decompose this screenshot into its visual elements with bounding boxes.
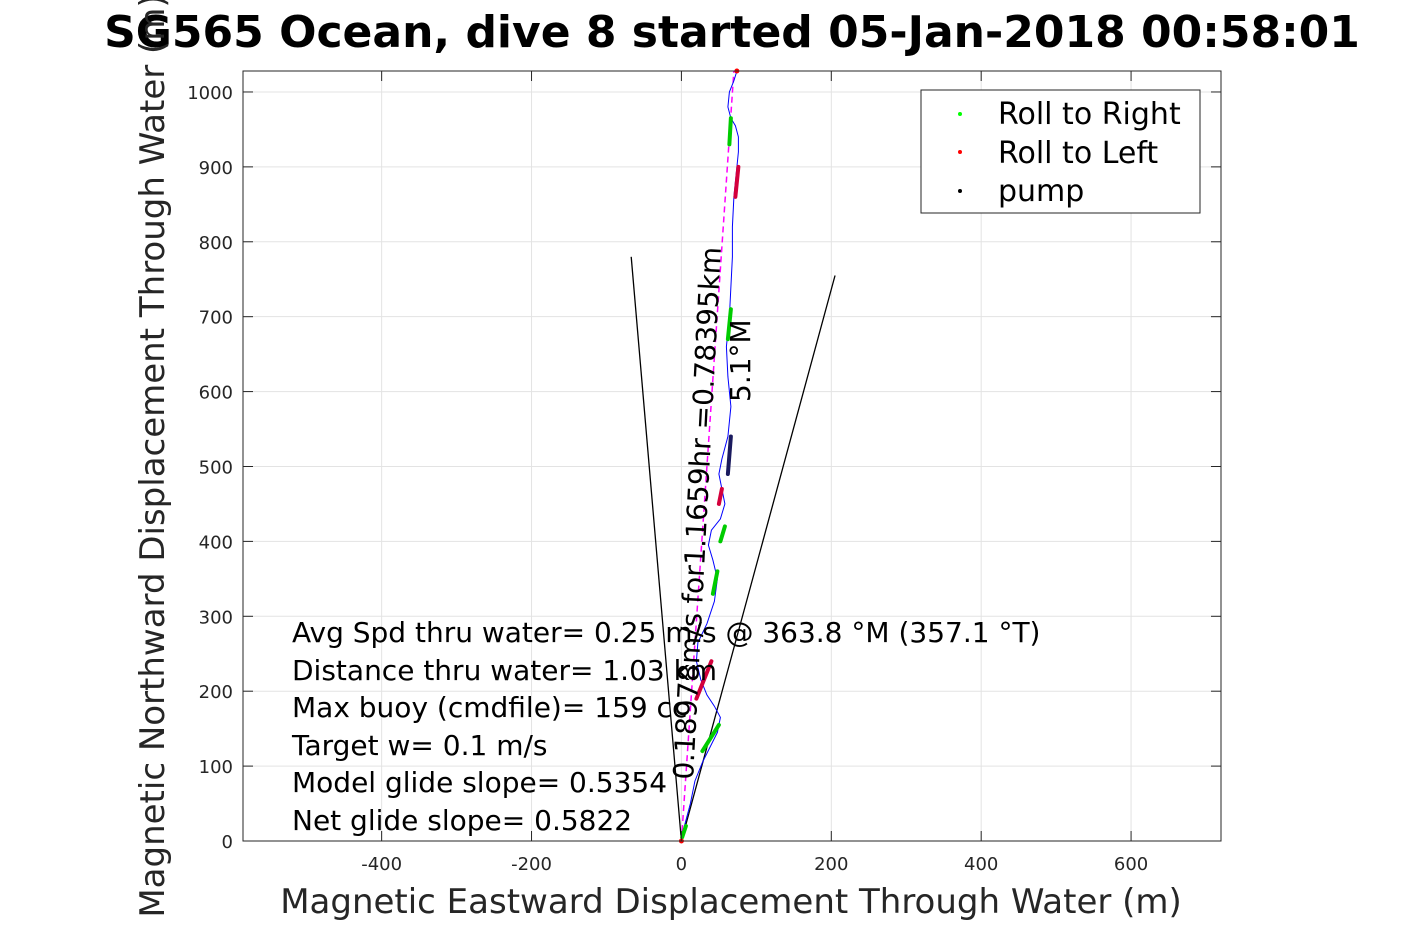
x-tick-label: 400 [964, 854, 998, 875]
legend-marker-roll-right [958, 112, 962, 116]
roll-left-segment [733, 164, 741, 199]
heading-cone-left-line [630, 256, 683, 842]
annotation-distance: Distance thru water= 1.03 km [292, 654, 717, 687]
legend-box [920, 89, 1201, 214]
annotation-avg-speed: Avg Spd thru water= 0.25 m/s @ 363.8 °M … [292, 616, 1040, 649]
legend-label-roll-left: Roll to Left [998, 136, 1158, 171]
y-tick-label: 800 [199, 233, 233, 254]
x-tick-label: 0 [676, 854, 687, 875]
legend: Roll to Right Roll to Left pump [920, 89, 1201, 214]
roll-right-segment [700, 722, 721, 754]
annotation-net-glide-slope: Net glide slope= 0.5822 [292, 804, 632, 837]
roll-left-segment [716, 486, 724, 506]
current-heading-annotation: 5.1°M [724, 319, 757, 402]
y-tick-label: 600 [199, 383, 233, 404]
roll-left-segment [694, 659, 714, 701]
annotation-model-glide-slope: Model glide slope= 0.5354 [292, 766, 667, 799]
x-tick-label: -200 [511, 854, 552, 875]
legend-label-pump: pump [998, 174, 1084, 209]
y-tick-label: 200 [199, 682, 233, 703]
x-tick-label: 600 [1114, 854, 1148, 875]
y-tick-label: 500 [199, 457, 233, 478]
x-tick-label: 200 [814, 854, 848, 875]
y-axis-label: Magnetic Northward Displacement Through … [133, 0, 173, 918]
annotation-block: Avg Spd thru water= 0.25 m/s @ 363.8 °M … [291, 616, 1040, 837]
roll-marker-group [678, 68, 741, 844]
roll-right-segment [710, 569, 720, 596]
legend-marker-roll-left [958, 150, 962, 154]
y-tick-label: 300 [199, 607, 233, 628]
y-tick-label: 700 [199, 308, 233, 329]
roll-right-segment [727, 116, 733, 147]
y-tick-label: 900 [199, 158, 233, 179]
annotation-max-buoy: Max buoy (cmdfile)= 159 cc [292, 691, 687, 724]
desired-track-line [680, 70, 735, 842]
pump-segment [725, 434, 733, 476]
plot-border [242, 70, 1222, 842]
legend-marker-pump [958, 189, 962, 193]
legend-label-roll-right: Roll to Right [998, 97, 1181, 132]
y-tick-label: 0 [222, 832, 233, 853]
roll-right-segment [680, 824, 688, 840]
x-tick-label: -400 [361, 854, 402, 875]
desired-track-group [680, 70, 735, 842]
roll-right-segment [718, 524, 727, 544]
y-tick-label: 100 [199, 757, 233, 778]
x-axis-label: Magnetic Eastward Displacement Through W… [280, 882, 1182, 922]
annotation-target-w: Target w= 0.1 m/s [291, 729, 548, 762]
y-tick-label: 1000 [187, 83, 233, 104]
chart-title: SG565 Ocean, dive 8 started 05-Jan-2018 … [104, 7, 1360, 58]
y-tick-label: 400 [199, 532, 233, 553]
roll-right-segment [725, 307, 733, 342]
y-axis-ticks: 0 100 200 300 400 500 600 700 800 900 1000 [187, 83, 1221, 853]
x-axis-ticks: -400 -200 0 200 400 600 [361, 71, 1148, 875]
